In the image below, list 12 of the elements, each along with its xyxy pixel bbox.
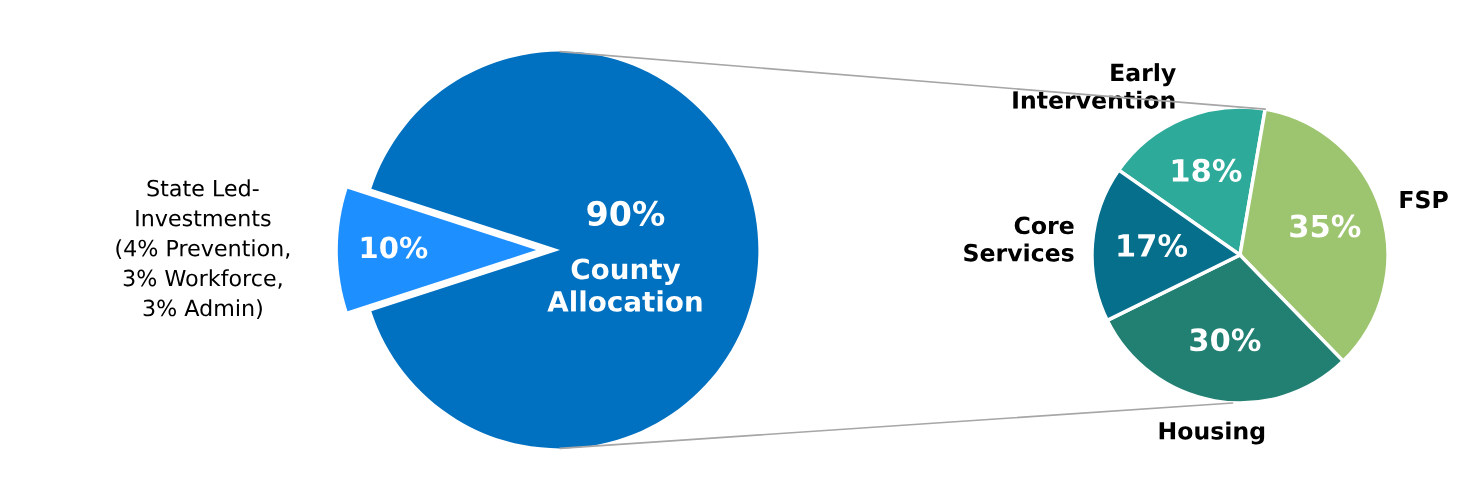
- slice-label: Core Services: [964, 216, 1074, 262]
- slice-label: Early Intervention: [1013, 63, 1176, 109]
- slice-label: State Led- Investments (4% Prevention, 3% Workforce, 3% Admin): [116, 179, 290, 319]
- slice-label: Housing: [1159, 421, 1265, 445]
- slice-label: County Allocation: [547, 258, 702, 312]
- data-label: 30%: [1190, 328, 1261, 352]
- data-label: 35%: [1290, 214, 1361, 238]
- data-label: 17%: [1118, 233, 1188, 258]
- data-label: 18%: [1172, 158, 1242, 182]
- data-label: 10%: [361, 236, 428, 259]
- slice-label: FSP: [1400, 190, 1448, 209]
- data-label: 90%: [587, 200, 665, 226]
